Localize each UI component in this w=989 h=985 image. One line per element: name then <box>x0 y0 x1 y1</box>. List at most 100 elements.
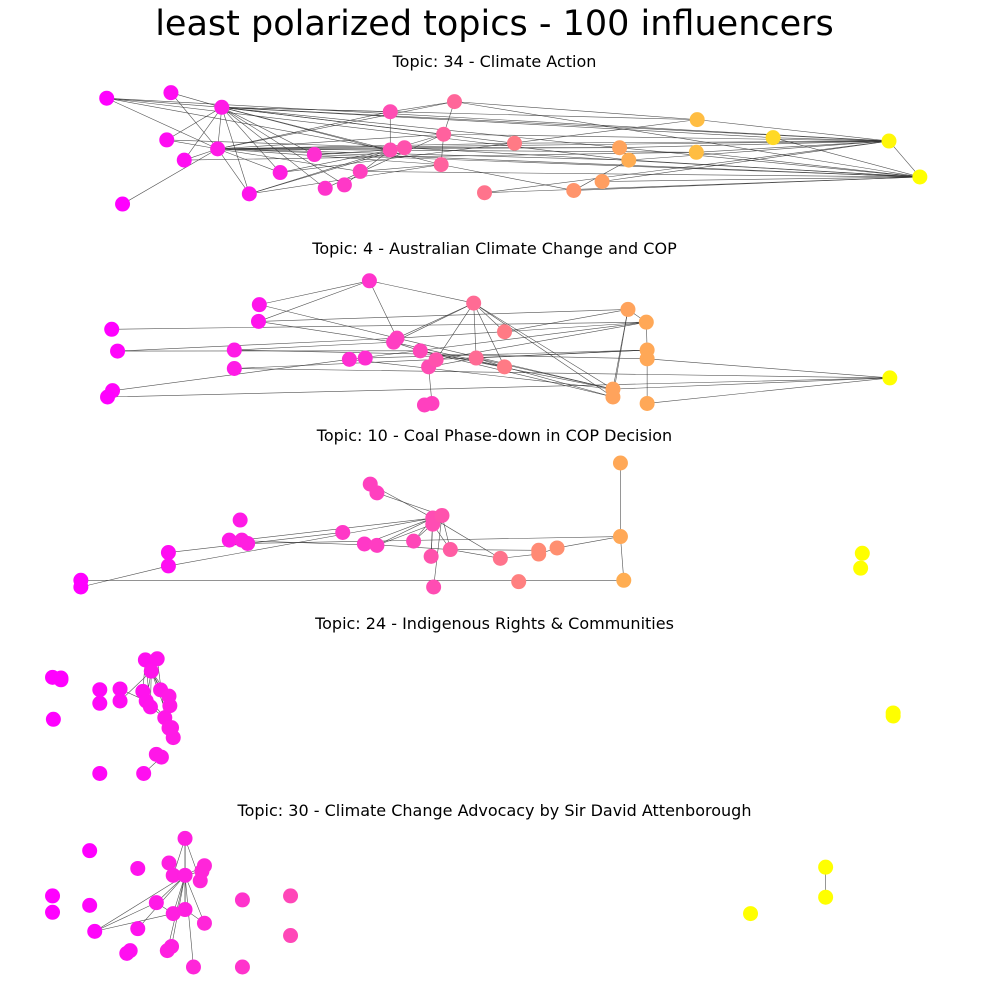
node <box>424 395 440 411</box>
panel-title-4: Topic: 24 - Indigenous Rights & Communit… <box>315 614 674 633</box>
edge <box>473 302 614 398</box>
edge <box>94 875 186 932</box>
panel-title-1: Topic: 34 - Climate Action <box>392 52 597 71</box>
node <box>466 295 482 311</box>
edge <box>435 302 474 360</box>
node <box>436 126 452 142</box>
edge <box>221 106 515 144</box>
edge <box>504 366 614 398</box>
node <box>612 140 628 156</box>
edge <box>647 377 890 404</box>
edge <box>396 302 474 339</box>
edge <box>258 321 394 343</box>
edge <box>441 164 574 191</box>
node <box>210 141 226 157</box>
node <box>434 507 450 523</box>
node <box>818 859 834 875</box>
node <box>165 867 181 883</box>
node <box>241 186 257 202</box>
edge <box>217 148 250 195</box>
node <box>621 152 637 168</box>
edge <box>390 101 455 112</box>
edge <box>184 875 194 968</box>
edge <box>166 107 222 141</box>
node <box>240 535 256 551</box>
network-panel-4 <box>45 651 901 781</box>
node <box>507 135 523 151</box>
node <box>234 959 250 975</box>
panel-title-3: Topic: 10 - Coal Phase-down in COP Decis… <box>316 426 673 445</box>
edge <box>166 139 405 149</box>
node <box>112 693 128 709</box>
node <box>214 99 230 115</box>
node <box>369 537 385 553</box>
node <box>689 112 705 128</box>
node <box>406 533 422 549</box>
node <box>92 765 108 781</box>
edge <box>647 358 890 379</box>
node <box>73 579 89 595</box>
node <box>177 902 193 918</box>
node <box>250 313 266 329</box>
node <box>369 485 385 501</box>
edge <box>612 377 890 390</box>
node <box>149 651 165 667</box>
edge <box>217 142 515 150</box>
node <box>136 765 152 781</box>
edge <box>365 349 648 359</box>
node <box>92 695 108 711</box>
node <box>159 132 175 148</box>
edge <box>573 176 920 191</box>
edge <box>249 147 405 195</box>
panel-title-2: Topic: 4 - Australian Climate Change and… <box>312 239 677 258</box>
network-panel-3 <box>73 455 870 595</box>
node <box>854 545 870 561</box>
node <box>185 959 201 975</box>
node <box>53 672 69 688</box>
node <box>130 860 146 876</box>
node <box>912 169 928 185</box>
node <box>306 147 322 163</box>
node <box>143 663 159 679</box>
node <box>272 165 288 181</box>
node <box>226 360 242 376</box>
edge <box>514 140 889 144</box>
node <box>605 389 621 405</box>
node <box>153 749 169 765</box>
node <box>497 359 513 375</box>
edge <box>106 97 629 161</box>
edge <box>314 154 920 178</box>
edge <box>221 106 698 120</box>
node <box>477 185 493 201</box>
edge <box>170 92 222 108</box>
node <box>110 343 126 359</box>
node <box>382 104 398 120</box>
node <box>688 144 704 160</box>
edge <box>888 140 921 178</box>
node <box>382 142 398 158</box>
edge <box>349 359 613 390</box>
node <box>251 297 267 313</box>
node <box>616 572 632 588</box>
node <box>163 85 179 101</box>
edge <box>111 321 647 330</box>
edge <box>773 137 890 142</box>
node <box>428 352 444 368</box>
node <box>531 546 547 562</box>
edge <box>369 280 474 304</box>
edge <box>221 107 250 194</box>
edge <box>247 536 621 544</box>
node <box>196 858 212 874</box>
edge <box>280 149 391 173</box>
node <box>361 273 377 289</box>
edge <box>94 902 157 932</box>
node <box>82 843 98 859</box>
edge <box>258 280 370 322</box>
edge <box>349 321 647 360</box>
node <box>45 888 61 904</box>
edge <box>396 331 505 339</box>
node <box>137 652 153 668</box>
edge <box>221 107 281 173</box>
